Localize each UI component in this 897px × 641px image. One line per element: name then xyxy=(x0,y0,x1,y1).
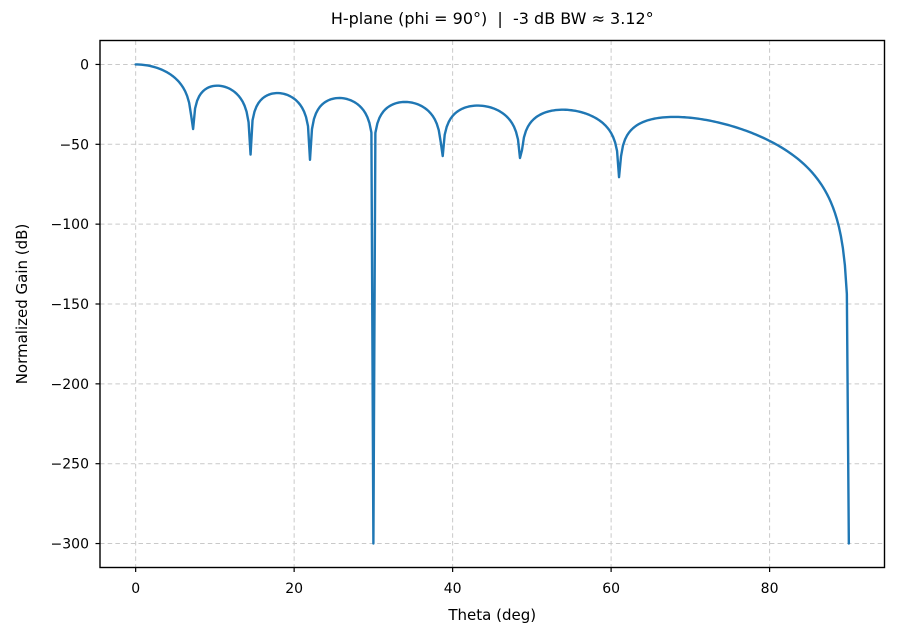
y-tick-label: −100 xyxy=(51,217,89,233)
gridlines xyxy=(100,40,885,568)
x-tick-label: 80 xyxy=(761,581,779,597)
chart-title: H-plane (phi = 90°) | -3 dB BW ≈ 3.12° xyxy=(331,9,654,28)
y-tick-label: −50 xyxy=(59,137,89,153)
y-tick-label: −200 xyxy=(51,377,89,393)
x-tick-label: 0 xyxy=(131,581,140,597)
y-tick-label: 0 xyxy=(80,57,89,73)
plot-area-border xyxy=(99,39,886,569)
x-axis-label: Theta (deg) xyxy=(447,606,536,624)
x-tick-label: 60 xyxy=(602,581,620,597)
x-tick-label: 20 xyxy=(285,581,303,597)
x-tick-label: 40 xyxy=(444,581,462,597)
gain-curve xyxy=(134,63,851,545)
y-tick-label: −300 xyxy=(51,537,89,553)
tick-marks xyxy=(95,63,771,572)
y-tick-label: −150 xyxy=(51,297,89,313)
y-axis-label: Normalized Gain (dB) xyxy=(13,224,31,385)
y-tick-label: −250 xyxy=(51,457,89,473)
tick-labels: 0 20 40 60 80 0 −50 −100 −150 −200 −250 −300 xyxy=(51,57,779,597)
